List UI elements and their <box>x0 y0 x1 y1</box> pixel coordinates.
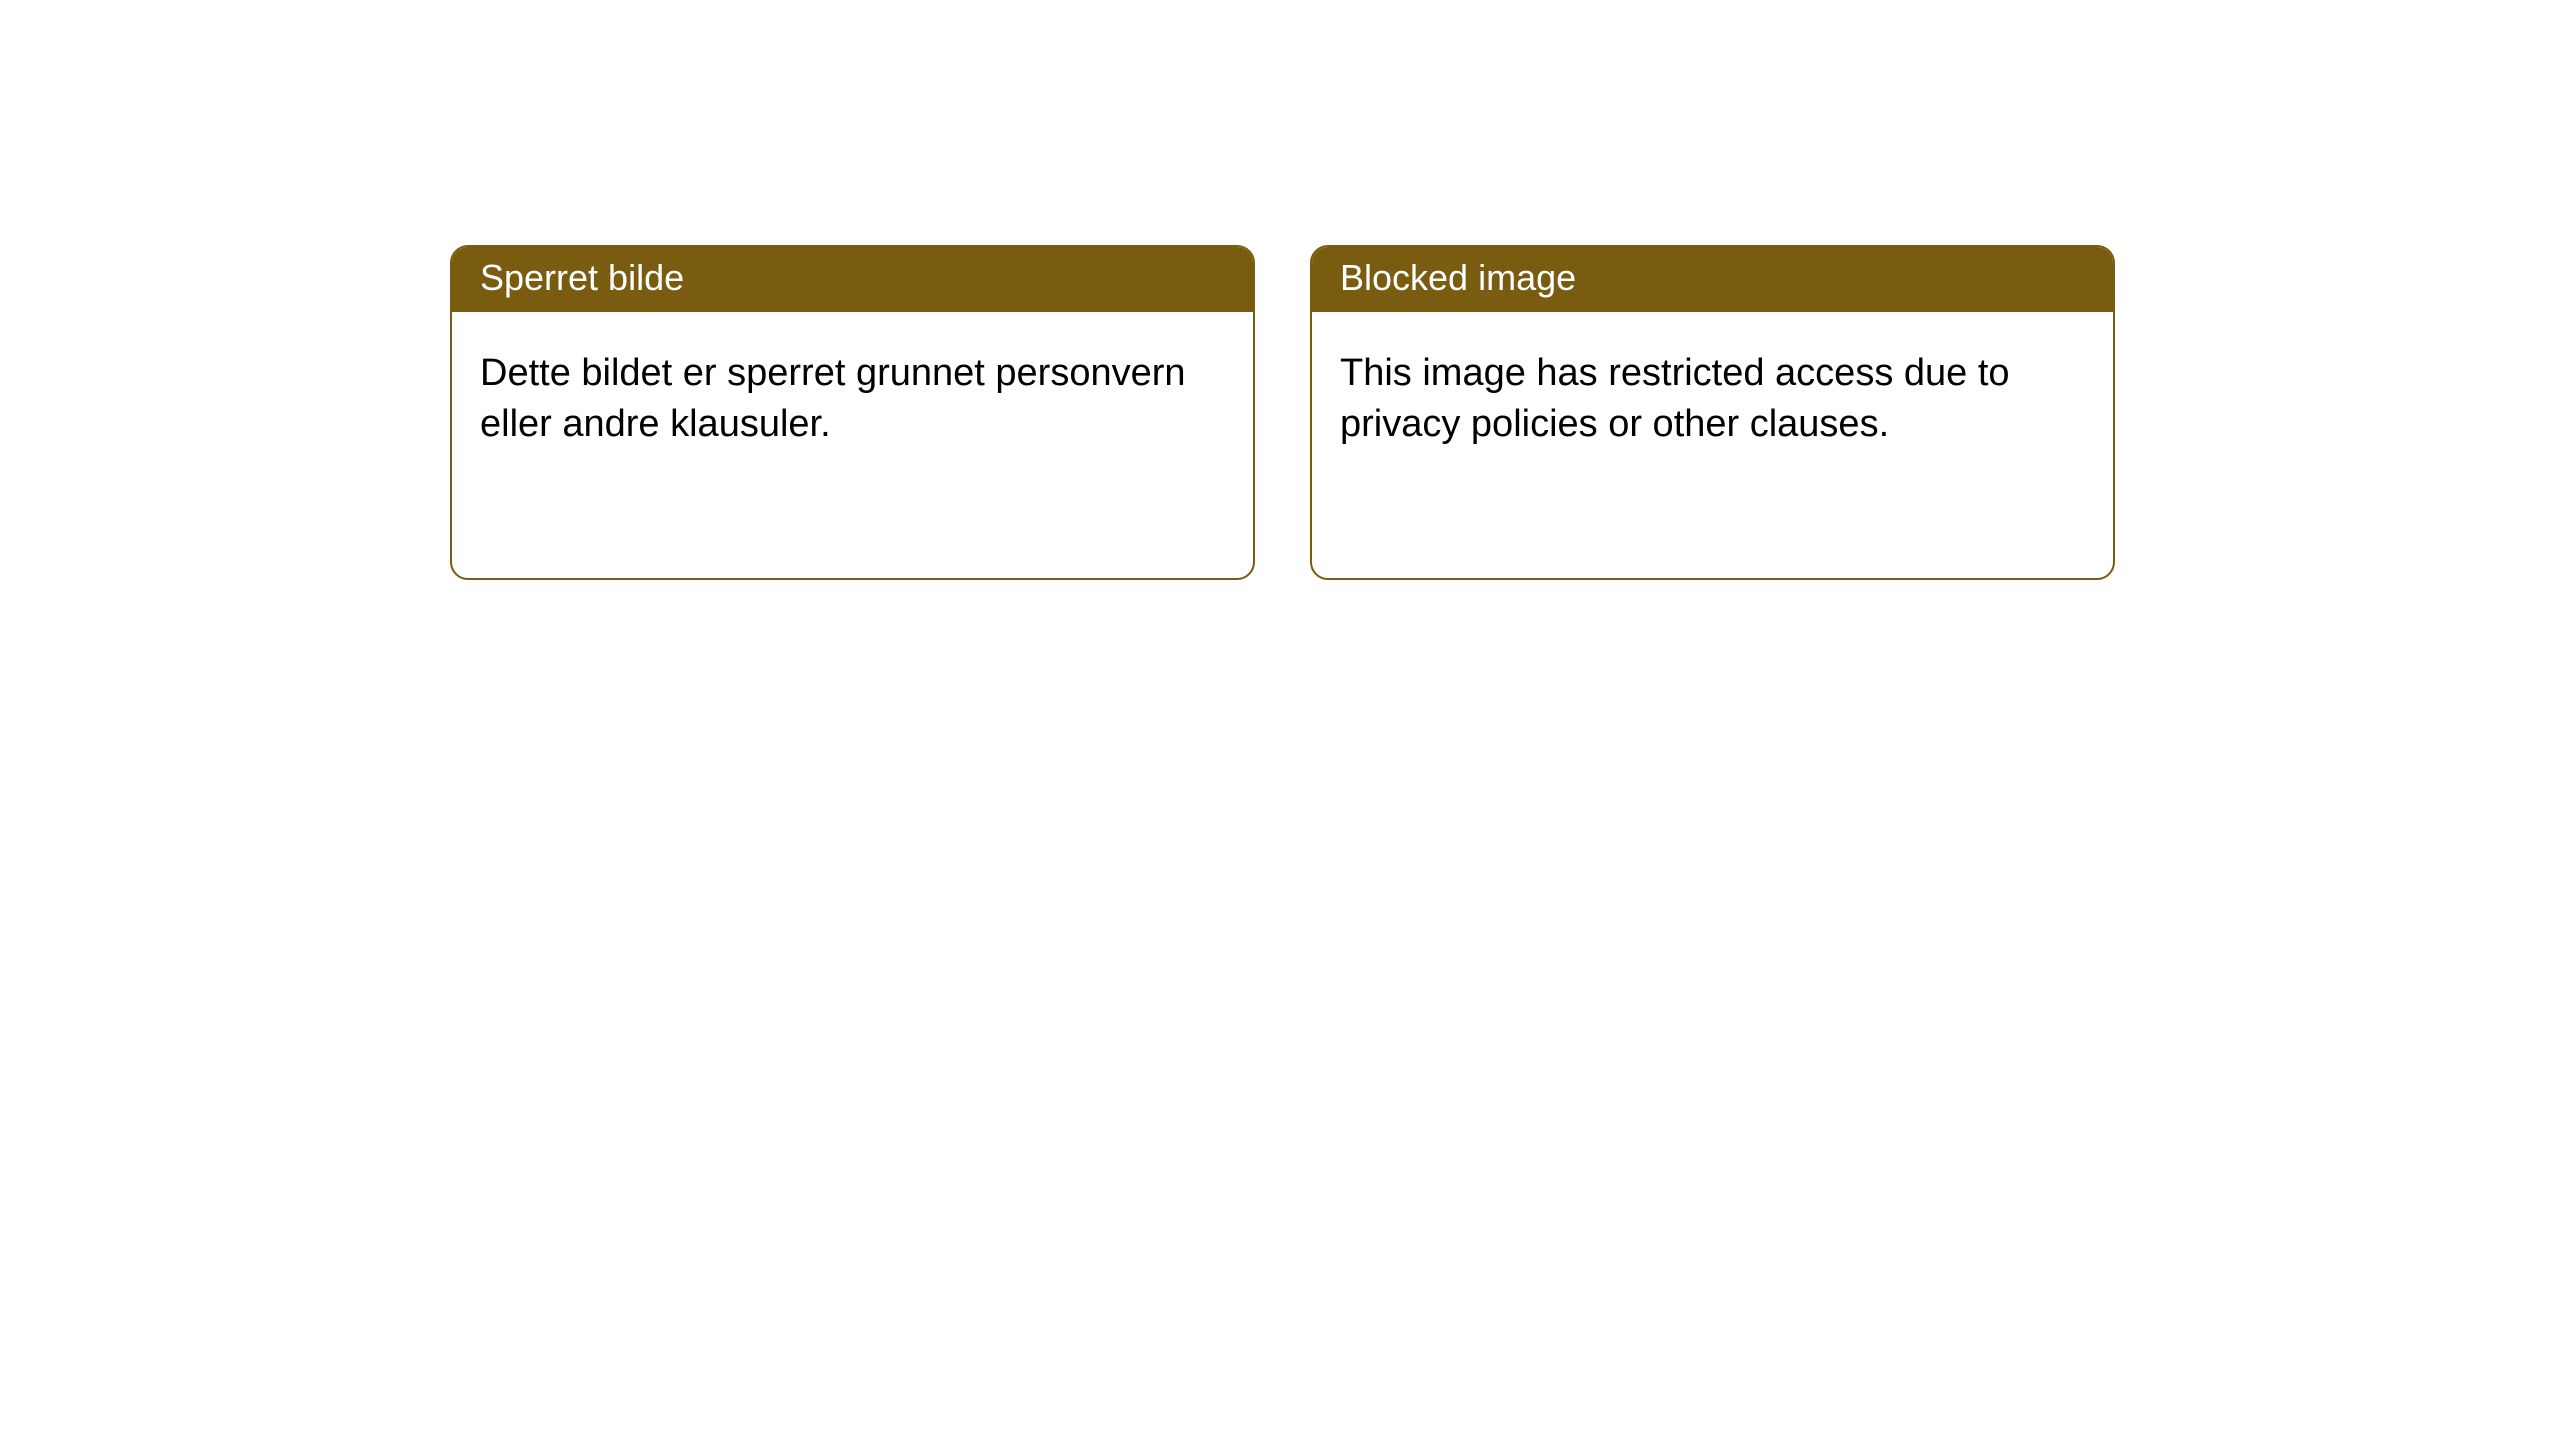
notice-card-english: Blocked image This image has restricted … <box>1310 245 2115 580</box>
notice-card-norwegian: Sperret bilde Dette bildet er sperret gr… <box>450 245 1255 580</box>
notice-header-english: Blocked image <box>1312 247 2113 312</box>
notice-body-english: This image has restricted access due to … <box>1312 312 2113 479</box>
notice-container: Sperret bilde Dette bildet er sperret gr… <box>0 0 2560 580</box>
notice-header-norwegian: Sperret bilde <box>452 247 1253 312</box>
notice-body-norwegian: Dette bildet er sperret grunnet personve… <box>452 312 1253 479</box>
